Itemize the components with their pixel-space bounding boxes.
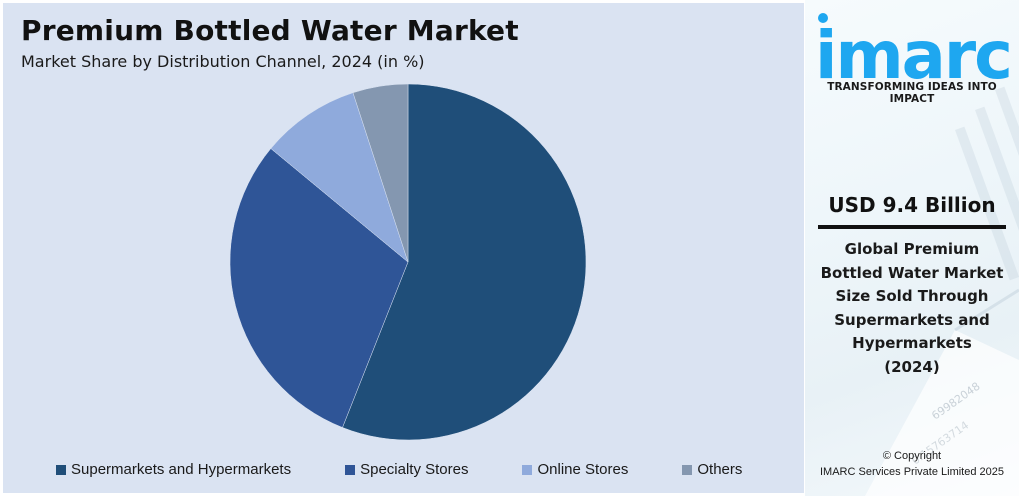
background-chart-decoration: 69982048 0.15763714	[865, 86, 1019, 496]
description-line: Size Sold Through	[835, 287, 989, 305]
legend-label: Specialty Stores	[360, 461, 469, 478]
pie-chart	[227, 81, 589, 443]
legend-item-online: Online Stores	[522, 461, 628, 478]
legend-swatch	[522, 464, 533, 475]
copyright-line: IMARC Services Private Limited 2025	[819, 466, 1004, 478]
legend-item-others: Others	[682, 461, 742, 478]
market-value: USD 9.4 Billion	[828, 193, 996, 217]
pie-chart-svg	[229, 83, 587, 441]
legend-label: Online Stores	[537, 461, 629, 478]
logo-tagline: TRANSFORMING IDEAS INTO IMPACT	[827, 81, 997, 105]
legend-label: Others	[697, 461, 743, 478]
pie-slice-online-stores	[270, 92, 409, 263]
chart-legend: Supermarkets and Hypermarkets Specialty …	[56, 461, 742, 478]
chart-title: Premium Bottled Water Market	[21, 14, 519, 47]
pie-slice-supermarkets-and-hypermarkets	[342, 83, 587, 441]
pie-slice-specialty-stores	[229, 148, 409, 428]
chart-subtitle: Market Share by Distribution Channel, 20…	[21, 52, 425, 71]
copyright-notice: © Copyright IMARC Services Private Limit…	[805, 448, 1019, 480]
legend-swatch	[56, 464, 66, 475]
copyright-line: © Copyright	[882, 450, 942, 462]
divider	[818, 225, 1006, 229]
description-line: Supermarkets and	[834, 310, 990, 329]
legend-swatch	[682, 464, 693, 475]
legend-item-supermarkets: Supermarkets and Hypermarkets	[56, 461, 291, 478]
legend-swatch	[345, 464, 356, 475]
legend-label: Supermarkets and Hypermarkets	[71, 461, 292, 478]
pie-slice-others	[352, 83, 409, 263]
legend-item-specialty: Specialty Stores	[345, 461, 468, 478]
description-line: (2024)	[884, 357, 940, 376]
chart-panel: Premium Bottled Water Market Market Shar…	[3, 3, 804, 493]
description-line: Hypermarkets	[852, 334, 972, 352]
market-description: Global Premium Bottled Water Market Size…	[805, 238, 1019, 379]
imarc-logo: imarc	[815, 13, 1013, 82]
info-sidebar: 69982048 0.15763714 imarc TRANSFORMING I…	[805, 0, 1019, 496]
description-line: Bottled Water Market	[820, 263, 1004, 282]
description-line: Global Premium	[844, 240, 980, 258]
svg-text:imarc: imarc	[815, 17, 1011, 82]
